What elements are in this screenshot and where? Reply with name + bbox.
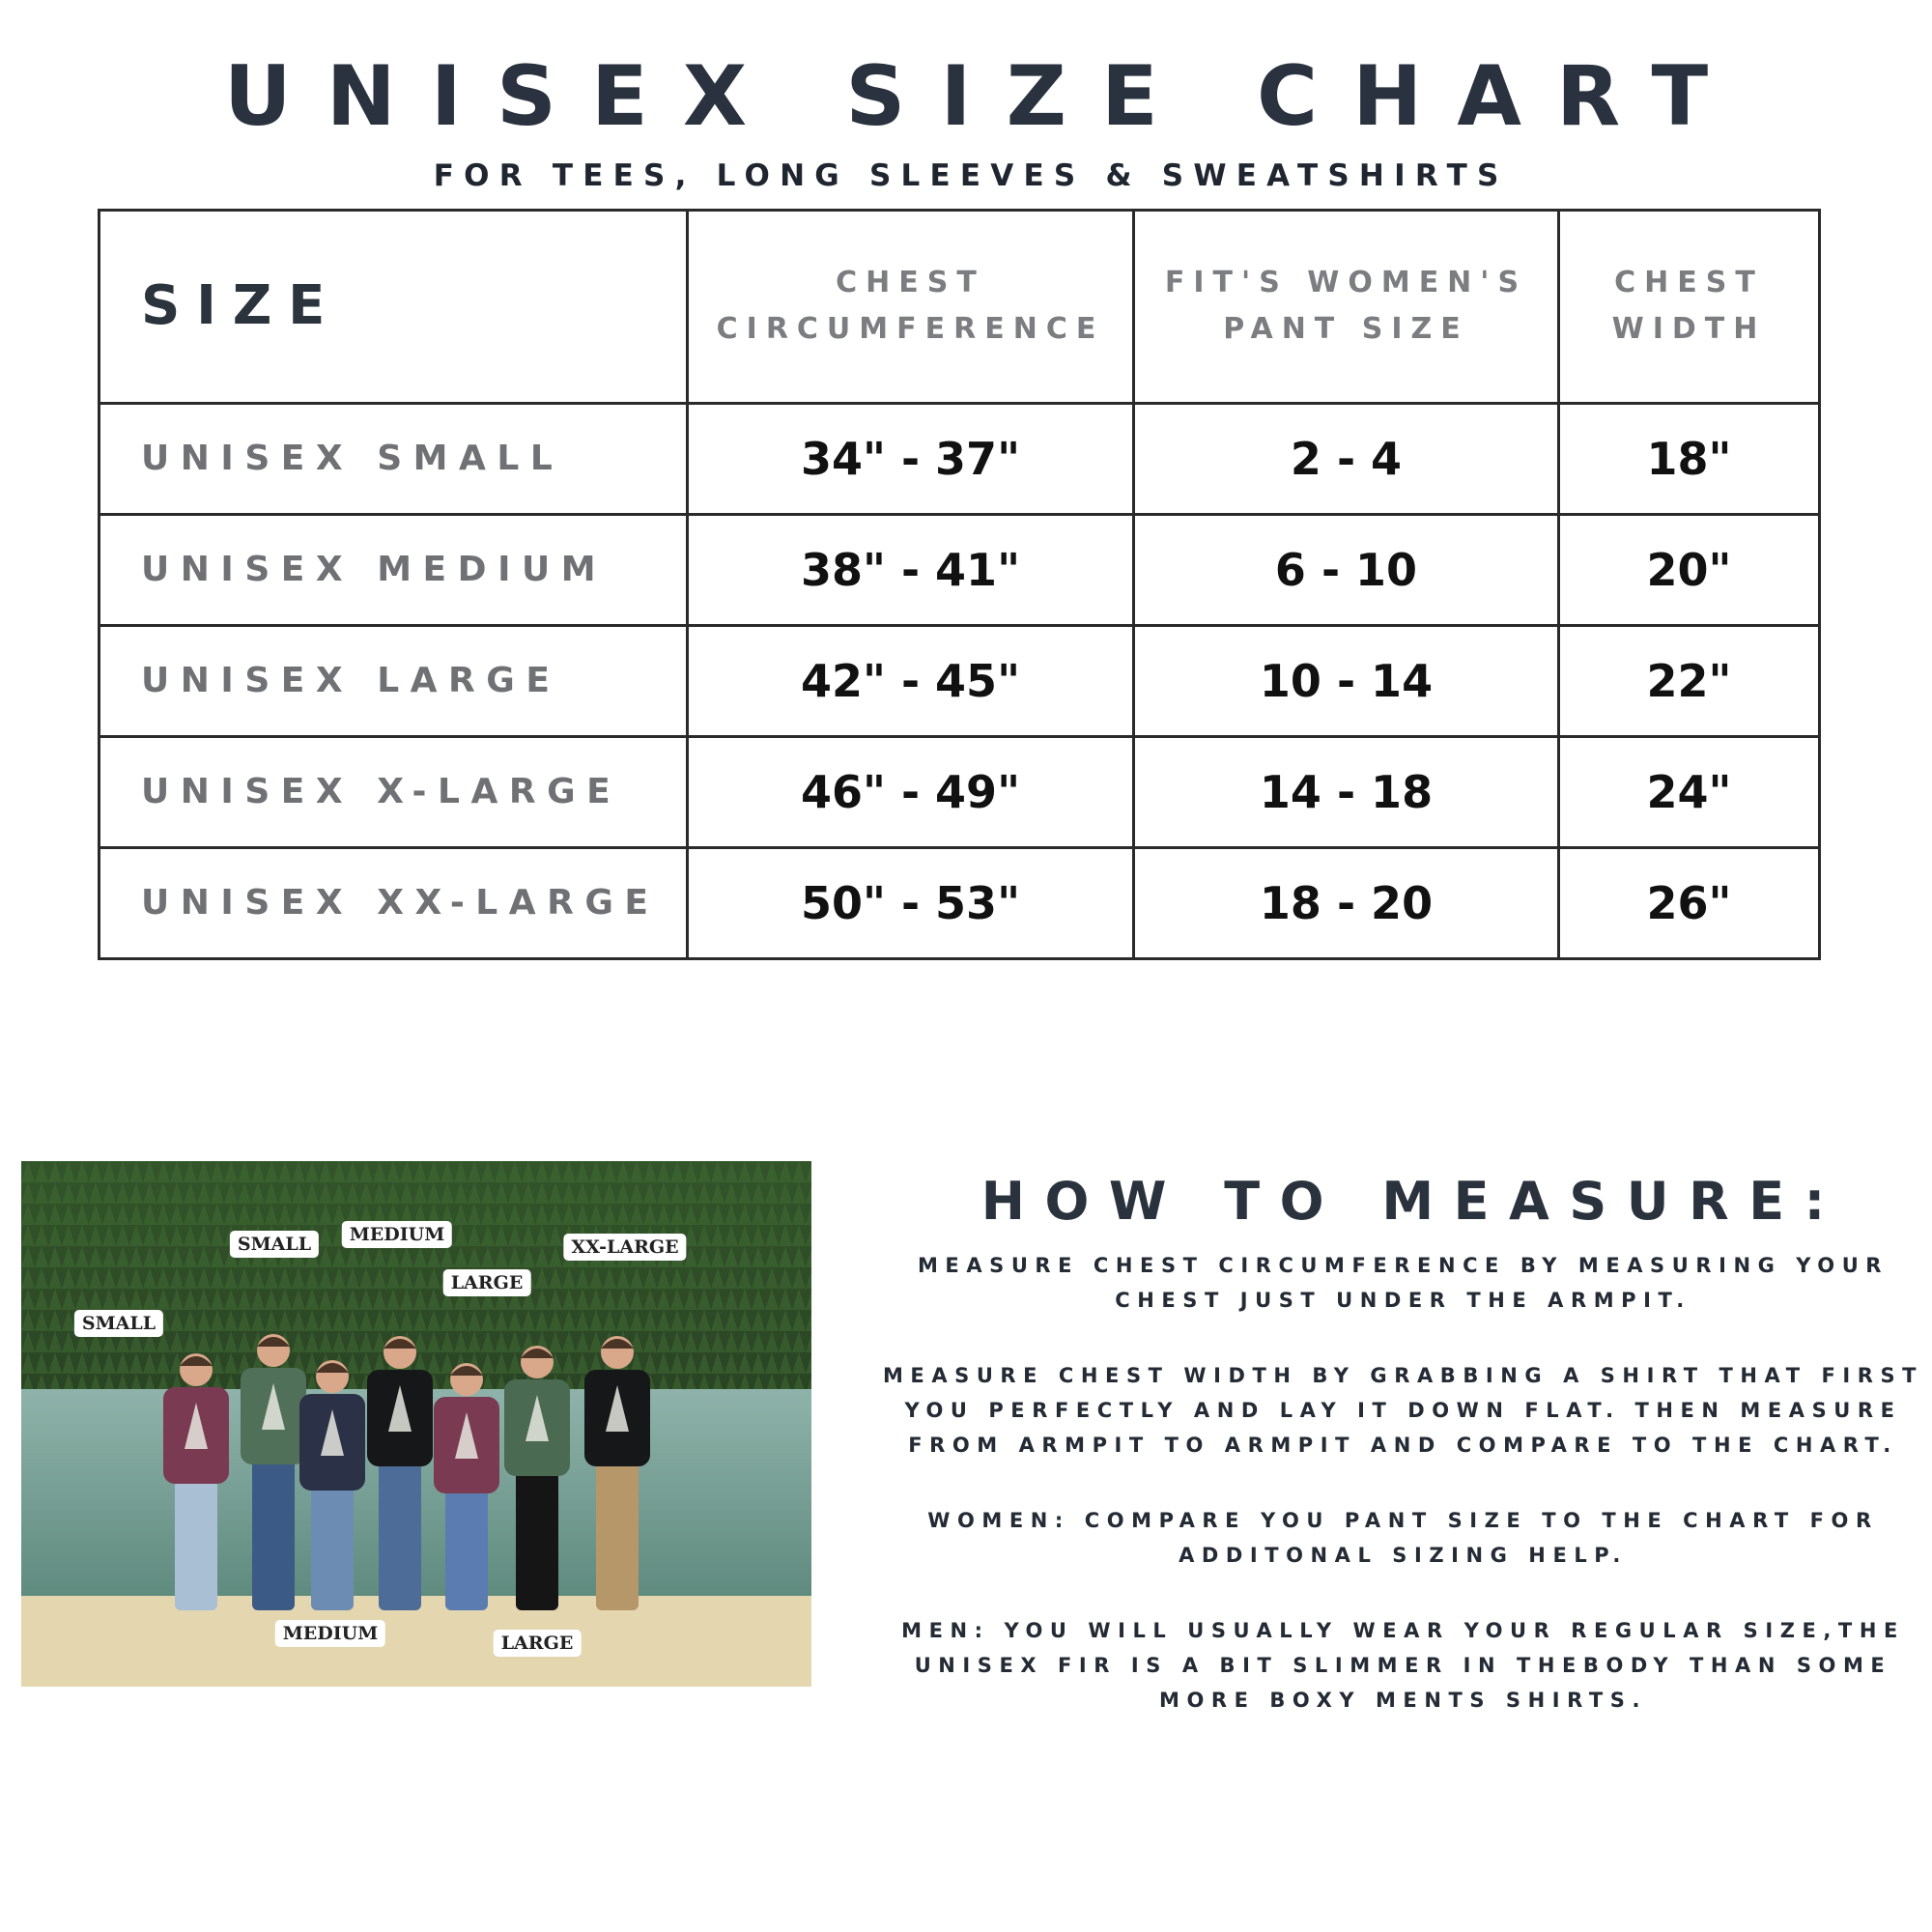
table-row: UNISEX MEDIUM 38" - 41" 6 - 10 20": [98, 512, 1821, 627]
chest-cell: 34" - 37": [686, 401, 1135, 516]
column-header-size: SIZE: [98, 209, 689, 405]
instruction-line: ADDITONAL SIZING HELP.: [1179, 1544, 1628, 1567]
width-cell: 22": [1557, 623, 1821, 738]
instruction-line: MEASURE CHEST WIDTH BY GRABBING A SHIRT …: [882, 1364, 1924, 1387]
person-pants: [596, 1461, 639, 1610]
tree-print-icon: [606, 1385, 629, 1432]
person-hair: [601, 1339, 634, 1349]
table-row: UNISEX XX-LARGE 50" - 53" 18 - 20 26": [98, 845, 1821, 961]
tree-print-icon: [455, 1412, 478, 1459]
person-pants: [175, 1478, 217, 1610]
person-hair: [180, 1356, 213, 1366]
how-to-measure-heading: HOW TO MEASURE:: [980, 1171, 1845, 1232]
person-hair: [450, 1366, 483, 1376]
table-row: UNISEX SMALL 34" - 37" 2 - 4 18": [98, 401, 1821, 516]
column-header-chest-circumference: CHEST CIRCUMFERENCE: [686, 209, 1135, 405]
person-hair: [384, 1339, 416, 1349]
width-cell: 26": [1557, 845, 1821, 961]
person-pants: [379, 1461, 421, 1610]
pant-cell: 10 - 14: [1132, 623, 1560, 738]
photo-label-medium: MEDIUM: [274, 1620, 386, 1647]
pant-cell: 6 - 10: [1132, 512, 1560, 627]
instruction-line: CHEST JUST UNDER THE ARMPIT.: [1115, 1289, 1691, 1312]
photo-label-large: LARGE: [442, 1269, 531, 1296]
person-hair: [521, 1349, 554, 1358]
instruction-line: MEN: YOU WILL USUALLY WEAR YOUR REGULAR …: [901, 1619, 1905, 1642]
person-pants: [445, 1488, 488, 1610]
chest-cell: 42" - 45": [686, 623, 1135, 738]
size-cell: UNISEX XX-LARGE: [98, 845, 689, 961]
pant-cell: 18 - 20: [1132, 845, 1560, 961]
size-cell: UNISEX X-LARGE: [98, 734, 689, 849]
chest-cell: 46" - 49": [686, 734, 1135, 849]
instruction-women: WOMEN: COMPARE YOU PANT SIZE TO THE CHAR…: [874, 1503, 1932, 1573]
table-header-row: SIZE CHEST CIRCUMFERENCE FIT'S WOMEN'S P…: [98, 209, 1821, 405]
tree-print-icon: [321, 1409, 344, 1456]
pant-cell: 14 - 18: [1132, 734, 1560, 849]
table-row: UNISEX X-LARGE 46" - 49" 14 - 18 24": [98, 734, 1821, 849]
tree-print-icon: [185, 1403, 208, 1449]
tree-print-icon: [526, 1395, 549, 1441]
person-pants: [311, 1485, 354, 1610]
size-example-photo: SMALL SMALL MEDIUM LARGE XX-LARGE MEDIUM…: [21, 1161, 811, 1687]
width-cell: 24": [1557, 734, 1821, 849]
photo-label-large: LARGE: [493, 1630, 582, 1657]
people-group: [163, 1334, 650, 1610]
instruction-chest-width: MEASURE CHEST WIDTH BY GRABBING A SHIRT …: [874, 1358, 1932, 1463]
person-hair: [316, 1363, 349, 1373]
page-title: UNISEX SIZE CHART: [223, 48, 1744, 145]
photo-label-small: SMALL: [229, 1231, 320, 1258]
photo-label-xx-large: XX-LARGE: [563, 1234, 687, 1261]
column-header-chest-width: CHEST WIDTH: [1557, 209, 1821, 405]
page-subtitle: FOR TEES, LONG SLEEVES & SWEATSHIRTS: [433, 158, 1509, 193]
instruction-line: MORE BOXY MENTS SHIRTS.: [1158, 1689, 1648, 1712]
photo-label-medium: MEDIUM: [341, 1221, 453, 1248]
instruction-line: UNISEX FIR IS A BIT SLIMMER IN THEBODY T…: [914, 1654, 1892, 1677]
size-table: SIZE CHEST CIRCUMFERENCE FIT'S WOMEN'S P…: [98, 209, 1821, 961]
person-hair: [257, 1337, 290, 1347]
person-pants: [516, 1470, 558, 1610]
instruction-line: WOMEN: COMPARE YOU PANT SIZE TO THE CHAR…: [927, 1509, 1879, 1532]
tree-print-icon: [262, 1383, 285, 1430]
photo-scene: [21, 1161, 811, 1687]
photo-label-small: SMALL: [73, 1310, 164, 1337]
width-cell: 18": [1557, 401, 1821, 516]
chest-cell: 38" - 41": [686, 512, 1135, 627]
size-cell: UNISEX MEDIUM: [98, 512, 689, 627]
instruction-line: YOU PERFECTLY AND LAY IT DOWN FLAT. THEN…: [904, 1399, 1902, 1422]
beach-sand: [21, 1596, 811, 1687]
size-cell: UNISEX LARGE: [98, 623, 689, 738]
instruction-line: FROM ARMPIT TO ARMPIT AND COMPARE TO THE…: [908, 1434, 1898, 1457]
tree-texture: [21, 1161, 811, 1393]
pant-cell: 2 - 4: [1132, 401, 1560, 516]
table-row: UNISEX LARGE 42" - 45" 10 - 14 22": [98, 623, 1821, 738]
width-cell: 20": [1557, 512, 1821, 627]
column-header-pant-size: FIT'S WOMEN'S PANT SIZE: [1132, 209, 1560, 405]
chest-cell: 50" - 53": [686, 845, 1135, 961]
instruction-line: MEASURE CHEST CIRCUMFERENCE BY MEASURING…: [917, 1254, 1889, 1277]
tree-print-icon: [388, 1385, 412, 1432]
person-pants: [252, 1459, 295, 1610]
instruction-chest-circumference: MEASURE CHEST CIRCUMFERENCE BY MEASURING…: [874, 1248, 1932, 1318]
size-cell: UNISEX SMALL: [98, 401, 689, 516]
instruction-men: MEN: YOU WILL USUALLY WEAR YOUR REGULAR …: [874, 1613, 1932, 1718]
